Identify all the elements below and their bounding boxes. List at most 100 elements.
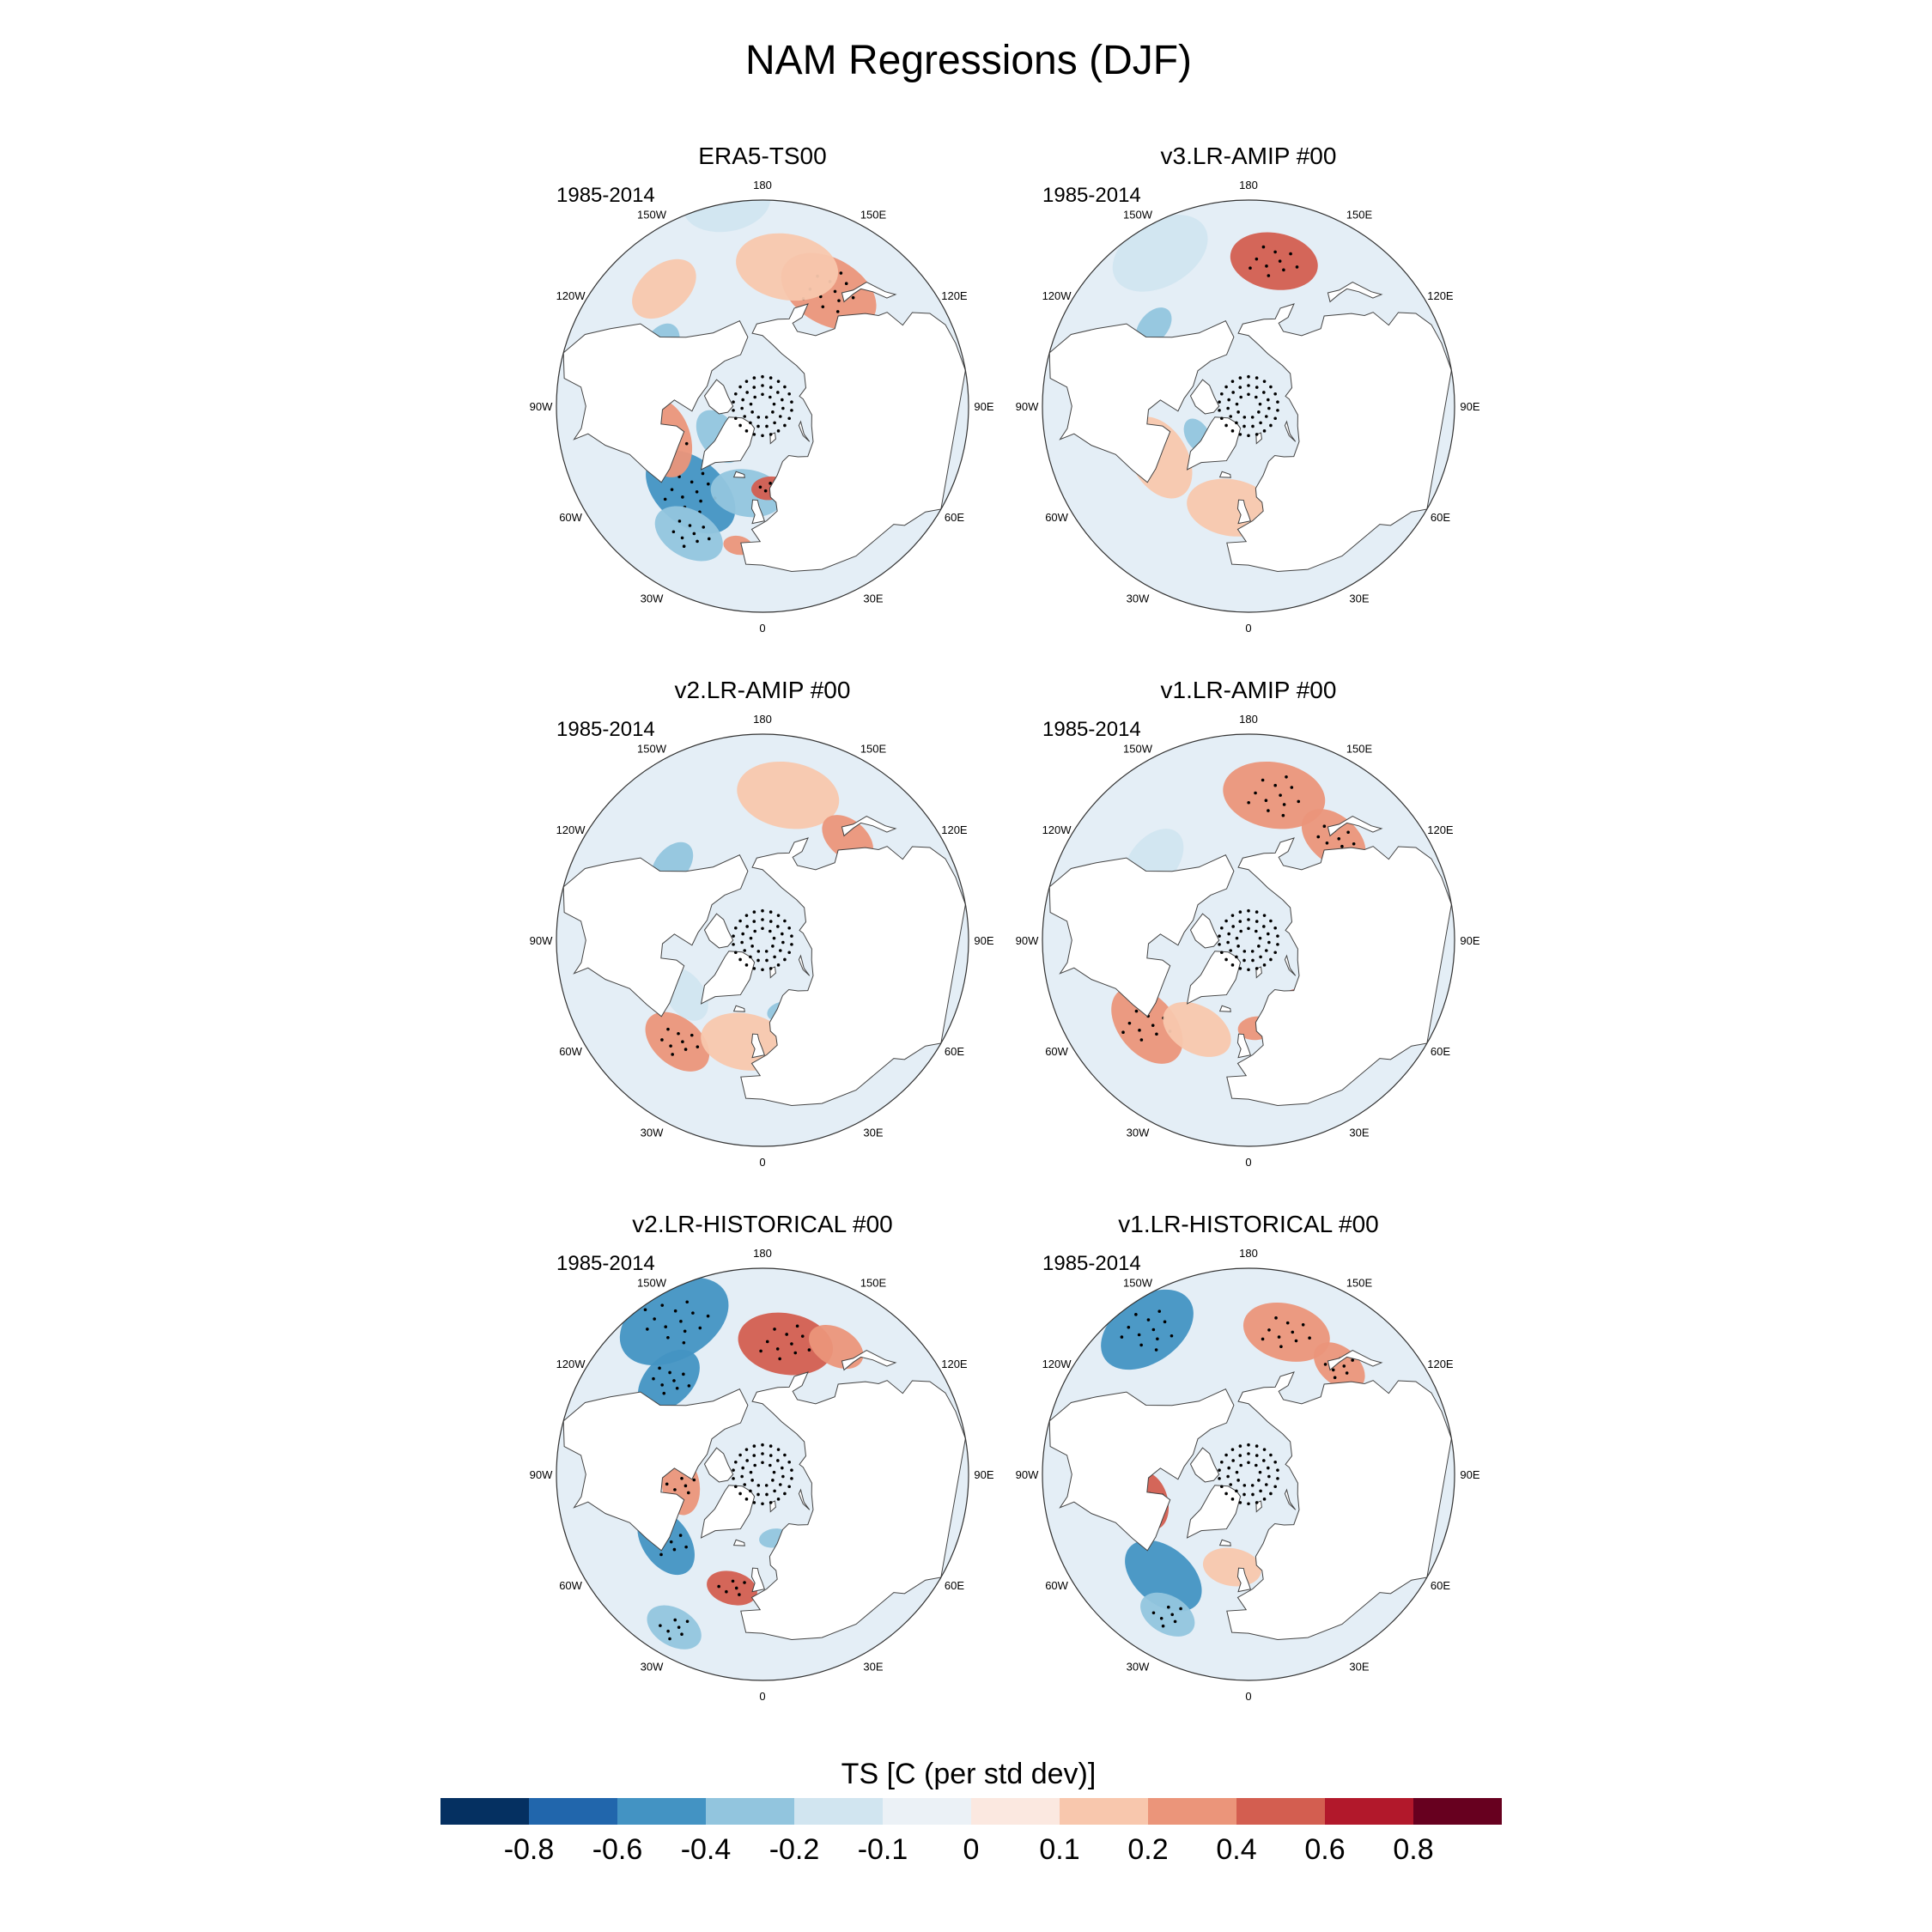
stipple-dot [1224, 919, 1228, 923]
colorbar-swatch [529, 1798, 617, 1825]
longitude-label: 150W [637, 743, 667, 756]
longitude-label: 90E [974, 934, 993, 947]
land-britain [1236, 1567, 1251, 1593]
stipple-dot [1230, 380, 1235, 383]
period-label: 1985-2014 [1042, 1252, 1141, 1275]
stipple-dot [1267, 274, 1271, 277]
panel-title: v2.LR-HISTORICAL #00 [632, 1211, 892, 1237]
stipple-dot [1258, 936, 1262, 940]
stipple-dot [765, 1492, 769, 1497]
stipple-dot [683, 1048, 688, 1051]
stipple-dot [1226, 406, 1230, 410]
stipple-dot [1258, 1470, 1262, 1474]
stipple-dot [783, 1492, 787, 1496]
land-iceland [1218, 471, 1231, 478]
anomaly-region [1202, 1547, 1261, 1587]
map-panel-v2hist: 180 150E 120E 90E 60E 30E 0 30W 60W 90W 120W 150W v2… [530, 1211, 994, 1703]
longitude-label: 90W [1016, 934, 1039, 947]
stipple-dot [776, 391, 780, 394]
land-iceland [1218, 1005, 1231, 1012]
stipple-dot [732, 934, 735, 938]
longitude-label: 180 [753, 1247, 772, 1260]
stipple-dot [681, 1040, 684, 1043]
stipple-dot [1235, 421, 1238, 425]
land-greenland [700, 1485, 756, 1539]
colorbar-swatch [1325, 1798, 1413, 1825]
stipple-dot [1235, 402, 1239, 406]
stipple-dot [1238, 433, 1242, 436]
stipple-dot [672, 1547, 677, 1552]
anomaly-region [632, 258, 696, 319]
stipple-dot [1337, 837, 1341, 841]
longitude-label: 0 [759, 622, 765, 635]
stipple-dot [1269, 1492, 1273, 1496]
stipple-dot [773, 421, 776, 425]
stipple-dot [1276, 943, 1279, 946]
stipple-dot [734, 1586, 738, 1590]
longitude-label: 30E [1349, 592, 1369, 605]
stipple-dot [740, 406, 744, 410]
anomaly-region [707, 1571, 757, 1606]
stipple-dot [1230, 914, 1235, 917]
stipple-dot [749, 936, 753, 940]
land-britain [750, 499, 765, 525]
stipple-dot [1159, 1617, 1163, 1620]
stipple-dot [835, 310, 840, 313]
stipple-dot [1231, 925, 1235, 928]
colorbar-tick-label: 0.8 [1393, 1833, 1433, 1866]
stipple-dot [1238, 376, 1242, 380]
longitude-label: 60W [1045, 1045, 1068, 1058]
land-greenland [1186, 951, 1242, 1005]
stipple-dot [1276, 409, 1279, 412]
longitude-label: 30W [1127, 1126, 1150, 1139]
period-label: 1985-2014 [556, 184, 655, 207]
period-label: 1985-2014 [1042, 184, 1141, 207]
stipple-dot [1247, 927, 1250, 931]
stipple-dot [1273, 416, 1277, 421]
stipple-dot [772, 1470, 776, 1474]
map-panel-era5: 180 150E 120E 90E 60E 30E 0 30W 60W 90W 120W 150W ER… [530, 143, 994, 635]
stipple-dot [695, 490, 699, 494]
stipple-dot [1247, 392, 1250, 397]
figure-title: NAM Regressions (DJF) [745, 38, 1192, 83]
stipple-dot [696, 1045, 700, 1048]
stipple-dot [1220, 926, 1224, 930]
colorbar-swatch [1060, 1798, 1148, 1825]
stipple-dot [1247, 1443, 1250, 1447]
stipple-dot [744, 963, 749, 967]
stipple-dot [1224, 1453, 1228, 1457]
longitude-label: 120W [556, 823, 586, 836]
longitude-label: 150E [1346, 743, 1373, 756]
stipple-dot [1242, 958, 1246, 963]
longitude-label: 0 [759, 1690, 765, 1703]
stipple-dot [734, 392, 738, 396]
land-iceland [1218, 1539, 1231, 1546]
stipple-dot [773, 955, 776, 959]
stipple-dot [743, 1581, 746, 1584]
stipple-dot [732, 409, 735, 412]
colorbar-tick-label: -0.4 [681, 1833, 732, 1866]
stipple-dot [744, 429, 749, 433]
longitude-label: 150W [637, 1277, 667, 1290]
longitude-label: 30W [641, 1126, 664, 1139]
stipple-dot [1235, 955, 1238, 959]
longitude-label: 150E [1346, 209, 1373, 222]
longitude-label: 150E [860, 1277, 887, 1290]
stipple-dot [776, 1498, 781, 1501]
anomaly-region [738, 1312, 834, 1376]
stipple-dot [1267, 809, 1270, 812]
stipple-dot [776, 925, 780, 928]
longitude-label: 0 [759, 1156, 765, 1169]
longitude-label: 90E [1460, 400, 1479, 413]
stipple-dot [1173, 1619, 1177, 1624]
stipple-dot [1220, 416, 1224, 421]
stipple-dot [1226, 940, 1230, 945]
stipple-dot [1267, 940, 1271, 945]
longitude-label: 60E [1431, 1579, 1450, 1592]
stipple-dot [1279, 793, 1282, 797]
longitude-label: 90W [530, 934, 553, 947]
stipple-dot [1273, 392, 1277, 396]
stipple-dot [1290, 786, 1294, 789]
stipple-dot [1220, 392, 1224, 396]
stipple-dot [691, 1311, 695, 1315]
